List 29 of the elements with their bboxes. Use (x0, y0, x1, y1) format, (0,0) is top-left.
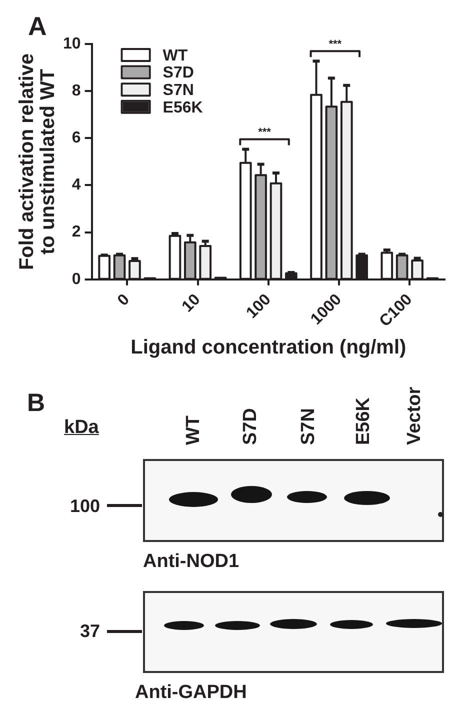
category-label: S7D (240, 408, 260, 445)
y-tick-label: 0 (72, 270, 81, 288)
text: kDa (64, 417, 99, 439)
text: Anti-NOD1 (143, 551, 240, 573)
chart-title: A (28, 11, 47, 41)
legend-label: WT (162, 47, 188, 64)
y-axis-title: Fold activation relative to unstimulated WT (16, 53, 60, 270)
legend-label: E56K (162, 99, 204, 116)
y-tick-label: 8 (72, 82, 81, 100)
y-tick-label: 6 (72, 130, 81, 147)
x-tick-label: 0 (114, 291, 134, 310)
annotation: *** (258, 126, 272, 139)
text: 100 (70, 494, 100, 516)
text: 37 (80, 620, 100, 642)
y-tick-label: 4 (72, 176, 81, 194)
x-tick-label: 100 (243, 291, 274, 322)
text: B (27, 389, 46, 417)
x-tick-label: 10 (179, 291, 204, 316)
x-axis-title: Ligand concentration (ng/ml) (130, 336, 406, 359)
legend-label: S7D (162, 64, 194, 82)
category-label: Vector (404, 386, 424, 445)
legend-label: S7N (162, 82, 194, 100)
category-label: WT (182, 415, 204, 445)
annotation: *** (328, 38, 342, 51)
category-label: E56K (352, 397, 374, 445)
category-label: S7N (298, 408, 318, 445)
y-tick-label: 2 (72, 224, 81, 241)
y-tick-label: 10 (63, 35, 81, 52)
text: Anti-GAPDH (135, 682, 247, 701)
